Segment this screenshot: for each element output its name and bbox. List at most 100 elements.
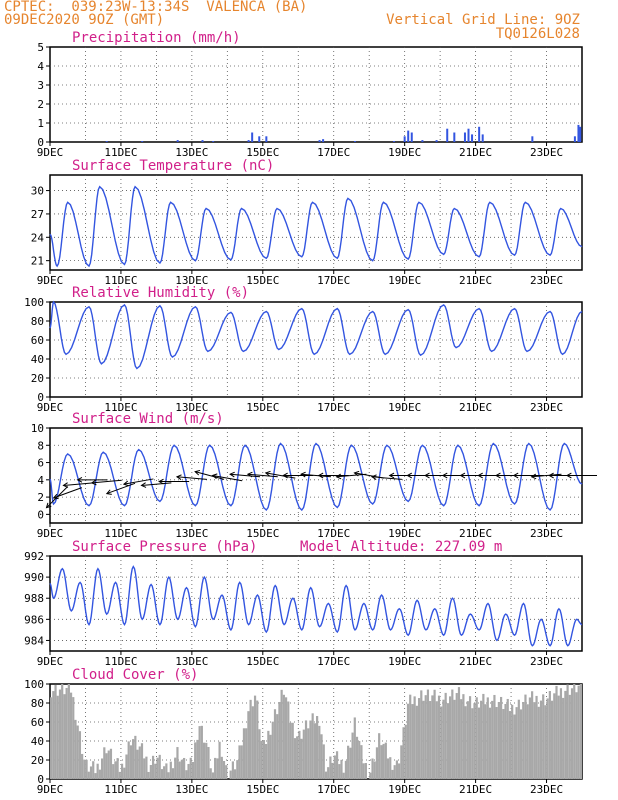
wind-xtick-label: 21DEC <box>459 527 492 540</box>
temp-xtick-label: 11DEC <box>104 274 137 287</box>
precip-bar <box>579 126 582 142</box>
wind-ytick-label: 8 <box>37 439 44 452</box>
precip-bar <box>435 140 438 142</box>
rh-panel: Relative Humidity (%) 0 20 40 60 80 100 9DEC 11D… <box>24 285 583 414</box>
cloud-bar <box>78 731 82 779</box>
precip-bar <box>247 140 250 142</box>
cloud-bar <box>109 748 113 779</box>
temp-ytick-label: 30 <box>31 185 44 198</box>
precip-xtick-label: 19DEC <box>388 146 421 159</box>
cloud-bar <box>413 696 416 779</box>
precip-title: Precipitation (mm/h) <box>72 30 241 46</box>
precip-xtick-label: 9DEC <box>37 146 64 159</box>
precip-bar <box>410 132 413 142</box>
cloud-bar <box>233 769 237 779</box>
cloud-xtick-label: 11DEC <box>104 783 137 796</box>
precip-bar <box>577 124 580 142</box>
cloud-bar <box>174 757 177 779</box>
cloud-bar <box>63 694 66 779</box>
cloud-bar <box>58 689 62 779</box>
cloud-bar <box>555 685 558 779</box>
cloud-bar <box>409 694 412 779</box>
cloud-bar <box>171 768 175 779</box>
precip-bar <box>463 132 466 142</box>
precip-bar <box>446 128 449 142</box>
wind-arrow <box>531 473 562 478</box>
cloud-bar <box>535 695 538 779</box>
rh-xtick-label: 15DEC <box>246 401 279 414</box>
wind-arrow-head <box>300 471 306 478</box>
precip-bar <box>481 134 484 142</box>
cloud-bar <box>391 769 394 779</box>
cloud-bar <box>116 758 119 779</box>
press-xtick-label: 9DEC <box>37 655 64 668</box>
cloud-bar <box>107 750 110 779</box>
rh-xtick-label: 17DEC <box>317 401 350 414</box>
cloud-bar <box>187 763 190 779</box>
cloud-ytick-label: 60 <box>31 716 44 729</box>
cloud-bar <box>506 698 509 779</box>
cloud-bar <box>378 733 381 779</box>
cloud-bar <box>406 703 410 779</box>
wind-ytick-label: 4 <box>37 474 44 487</box>
press-title: Surface Pressure (hPa) <box>72 539 257 555</box>
precip-xtick-label: 21DEC <box>459 146 492 159</box>
cloud-bar <box>475 697 478 779</box>
cloud-bar <box>222 760 226 779</box>
wind-arrow-head <box>175 474 182 480</box>
press-ytick-label: 992 <box>24 550 44 563</box>
cloud-bar <box>373 761 376 779</box>
precip-xtick-label: 23DEC <box>530 146 563 159</box>
wind-arrow-head <box>52 493 59 500</box>
cloud-bar <box>92 761 95 779</box>
wind-arrow <box>106 482 136 495</box>
cloud-bar <box>67 684 70 779</box>
wind-arrow-head <box>424 472 430 479</box>
cloud-bar <box>289 722 292 779</box>
cloud-bar <box>457 687 461 779</box>
rh-xtick-label: 21DEC <box>459 401 492 414</box>
precip-xtick-label: 15DEC <box>246 146 279 159</box>
grid-note: Vertical Grid Line: 9OZ <box>386 12 580 28</box>
cloud-bar <box>480 700 483 779</box>
wind-arrow <box>176 476 207 480</box>
cloud-bar <box>355 736 359 779</box>
cloud-bar <box>570 688 574 779</box>
cloud-bar <box>229 770 232 779</box>
cloud-bar <box>380 745 383 779</box>
rh-xtick-label: 9DEC <box>37 401 64 414</box>
cloud-bar <box>324 771 328 779</box>
cloud-bar <box>273 709 277 779</box>
cloud-bar <box>278 701 281 779</box>
cloud-bar <box>513 714 516 779</box>
cloud-bar <box>225 765 228 779</box>
precip-ytick-label: 1 <box>37 117 44 130</box>
cloud-bar <box>127 741 130 779</box>
wind-arrow <box>194 471 225 480</box>
cloud-bar <box>455 693 458 779</box>
cloud-bar <box>267 730 270 779</box>
cloud-bar <box>375 747 379 779</box>
rh-ytick-label: 40 <box>31 353 44 366</box>
precip-ytick-label: 0 <box>37 136 44 149</box>
precip-bar <box>141 141 144 142</box>
precip-bar <box>105 141 108 142</box>
cloud-bar <box>209 768 212 779</box>
wind-xtick-label: 19DEC <box>388 527 421 540</box>
cloud-bar <box>140 743 144 779</box>
cloud-bar <box>493 694 496 779</box>
rh-line <box>49 300 583 370</box>
cloud-bar <box>515 707 518 779</box>
wind-ytick-label: 2 <box>37 491 44 504</box>
cloud-bar <box>466 701 469 779</box>
rh-ytick-label: 20 <box>31 372 44 385</box>
temp-ytick-label: 24 <box>31 231 45 244</box>
cloud-bar <box>183 757 186 779</box>
wind-arrow-head <box>388 472 395 479</box>
cloud-bar <box>311 713 314 779</box>
wind-arrow-head <box>62 482 69 488</box>
cloud-bar <box>360 745 363 779</box>
cloud-bar <box>544 705 547 779</box>
rh-ytick-label: 100 <box>24 296 44 309</box>
press-ytick-label: 988 <box>24 592 44 605</box>
